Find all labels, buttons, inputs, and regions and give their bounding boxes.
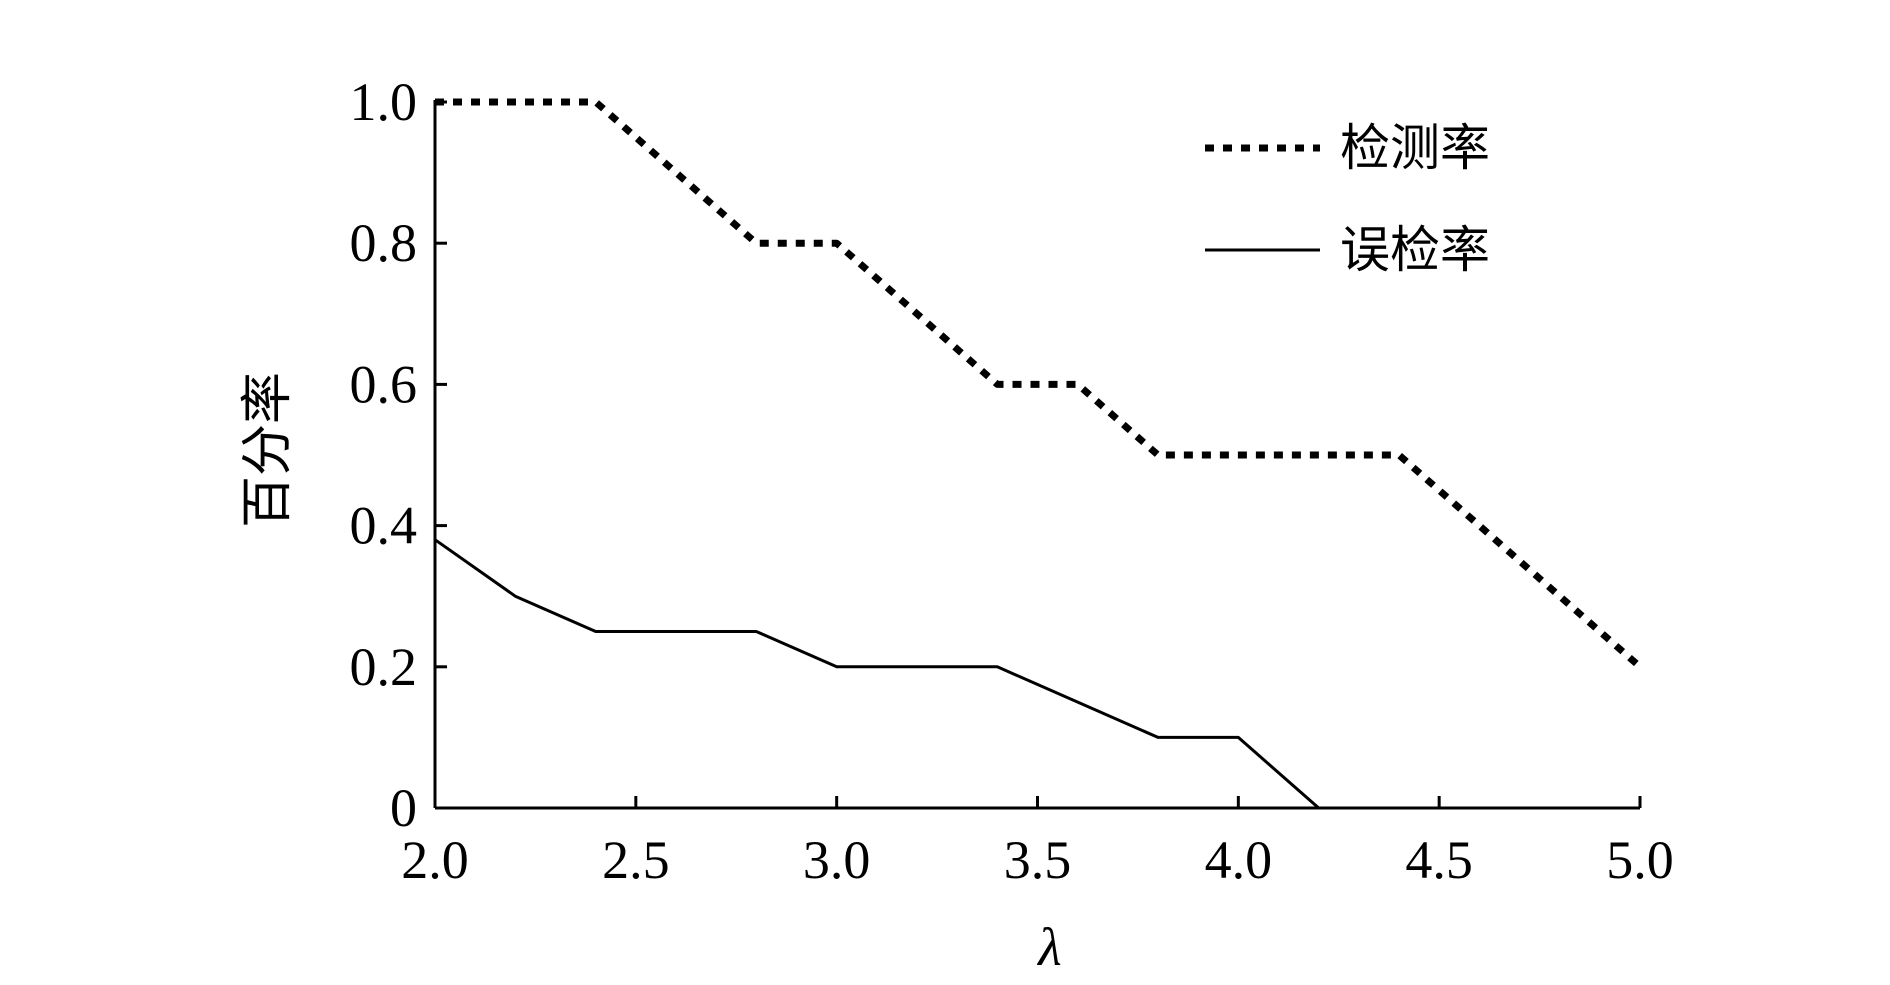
x-tick-label: 2.0	[401, 830, 469, 890]
series-line-0	[435, 98, 1643, 670]
series-lines	[434, 98, 1643, 810]
y-tick-label: 0.6	[350, 354, 418, 414]
legend-label-0: 检测率	[1340, 119, 1490, 177]
x-tick-label: 3.5	[1004, 830, 1072, 890]
y-tick-label: 0.2	[350, 637, 418, 697]
x-tick-label: 3.0	[803, 830, 871, 890]
x-tick-label: 4.5	[1405, 830, 1473, 890]
axes	[433, 100, 1640, 810]
series-line-1	[434, 538, 1640, 810]
y-axis-title: 百分率	[238, 372, 298, 528]
y-tick-label: 0	[390, 778, 417, 838]
x-axis-title: λ	[1036, 917, 1061, 977]
y-tick-label: 1.0	[350, 72, 418, 132]
x-tick-label: 5.0	[1606, 830, 1674, 890]
ticks: 2.0 2.5 3.0 3.5 4.0 4.5 5.0 0 0.2 0.4 0.6 0.8 1.0	[350, 72, 1674, 890]
x-tick-label: 4.0	[1205, 830, 1273, 890]
x-tick-label: 2.5	[602, 830, 670, 890]
y-tick-label: 0.8	[350, 213, 418, 273]
legend-label-1: 误检率	[1340, 221, 1490, 279]
y-tick-label: 0.4	[350, 496, 418, 556]
